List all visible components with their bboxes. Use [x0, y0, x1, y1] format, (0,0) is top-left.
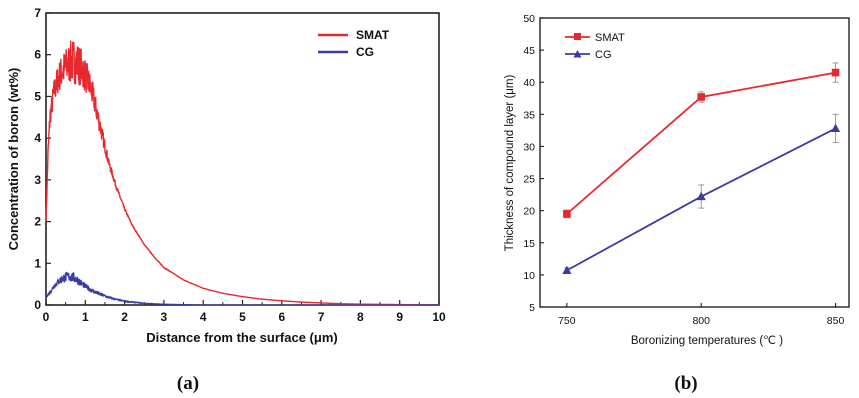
- chart-a-y-tick-label: 3: [34, 173, 41, 187]
- chart-b-point-smat: [563, 210, 571, 218]
- chart-a-x-tick-label: 5: [239, 310, 246, 324]
- chart-b-point-cg: [696, 191, 706, 201]
- chart-a-plot-frame: [45, 12, 440, 306]
- chart-a-x-tick-label: 4: [200, 310, 207, 324]
- chart-b: 5 10 15 20 25 30 35 40 45 50 750 800 850 SMAT CG Bo…: [504, 13, 850, 394]
- chart-b-y-tick-label: 25: [523, 174, 535, 186]
- chart-b-legend: SMAT CG: [565, 32, 625, 61]
- chart-a-legend: SMAT CG: [318, 28, 390, 59]
- chart-a-series: [45, 40, 440, 306]
- legend-b-cg-marker: [573, 50, 582, 58]
- chart-b-y-tick-label: 15: [523, 238, 535, 250]
- chart-a-y-tick-label: 6: [34, 48, 41, 62]
- chart-a-y-tick-label: 5: [34, 89, 41, 103]
- chart-b-y-axis-label: Thickness of compound layer (μm): [504, 75, 516, 252]
- chart-b-y-tick-label: 50: [523, 13, 535, 25]
- chart-b-y-tick-label: 10: [523, 270, 535, 282]
- chart-a-x-tick-label: 1: [82, 310, 89, 324]
- chart-a-x-tick-label: 0: [43, 310, 50, 324]
- chart-a-series-line-cg: [45, 271, 440, 306]
- chart-a-x-tick-label: 8: [357, 310, 364, 324]
- chart-a-x-tick-label: 9: [396, 310, 403, 324]
- chart-a-y-tick-label: 1: [34, 256, 41, 270]
- chart-b-point-smat: [831, 68, 840, 77]
- chart-a-y-ticks: 0 1 2 3 4 5 6 7: [34, 6, 51, 312]
- chart-b-series: [562, 62, 841, 274]
- legend-a-smat-label: SMAT: [356, 28, 390, 42]
- chart-a-y-tick-label: 7: [34, 6, 41, 20]
- chart-a-x-tick-label: 7: [318, 310, 325, 324]
- chart-a-y-tick-label: 0: [34, 298, 41, 312]
- chart-a-y-tick-label: 2: [34, 215, 41, 229]
- chart-b-x-axis-label: Boronizing temperatures (℃ ): [631, 335, 783, 347]
- chart-b-y-ticks: 5 10 15 20 25 30 35 40 45 50: [523, 13, 544, 314]
- legend-b-smat-label: SMAT: [595, 32, 625, 44]
- chart-b-plot-frame: [539, 17, 850, 308]
- chart-a-x-tick-label: 10: [432, 310, 446, 324]
- chart-b-point-smat: [697, 93, 706, 101]
- chart-a-y-axis-label: Concentration of boron (wt%): [6, 68, 21, 251]
- chart-a-x-tick-label: 6: [278, 310, 285, 324]
- chart-a-panel-label: (a): [177, 373, 199, 394]
- chart-b-y-tick-label: 40: [523, 77, 535, 89]
- chart-b-x-tick-label: 850: [827, 315, 845, 327]
- legend-b-cg-label: CG: [595, 49, 612, 61]
- chart-b-y-tick-label: 35: [523, 109, 535, 121]
- legend-b-smat-marker: [574, 33, 581, 40]
- chart-b-y-tick-label: 5: [529, 302, 535, 314]
- chart-b-panel-label: (b): [674, 373, 697, 394]
- chart-a-y-tick-label: 4: [34, 131, 41, 145]
- chart-b-y-tick-label: 30: [523, 141, 535, 153]
- chart-b-point-cg: [562, 265, 572, 274]
- chart-b-x-tick-label: 800: [692, 315, 710, 327]
- chart-b-x-ticks: 750 800 850: [558, 303, 844, 327]
- chart-a-x-axis-label: Distance from the surface (μm): [146, 330, 337, 345]
- chart-a: 0 1 2 3 4 5 6 7 0 1 2 3 4 5 6 7 8 9 10 SMAT CG Distance f…: [6, 6, 446, 394]
- chart-a-series-line-smat: [45, 40, 440, 306]
- chart-b-point-cg: [830, 123, 841, 133]
- chart-a-x-ticks: 0 1 2 3 4 5 6 7 8 9 10: [43, 300, 446, 324]
- chart-b-y-tick-label: 20: [523, 206, 535, 218]
- chart-b-y-tick-label: 45: [523, 45, 535, 57]
- chart-b-x-tick-label: 750: [558, 315, 576, 327]
- chart-a-x-tick-label: 2: [121, 310, 128, 324]
- legend-a-cg-label: CG: [356, 45, 374, 59]
- chart-a-x-tick-label: 3: [161, 310, 168, 324]
